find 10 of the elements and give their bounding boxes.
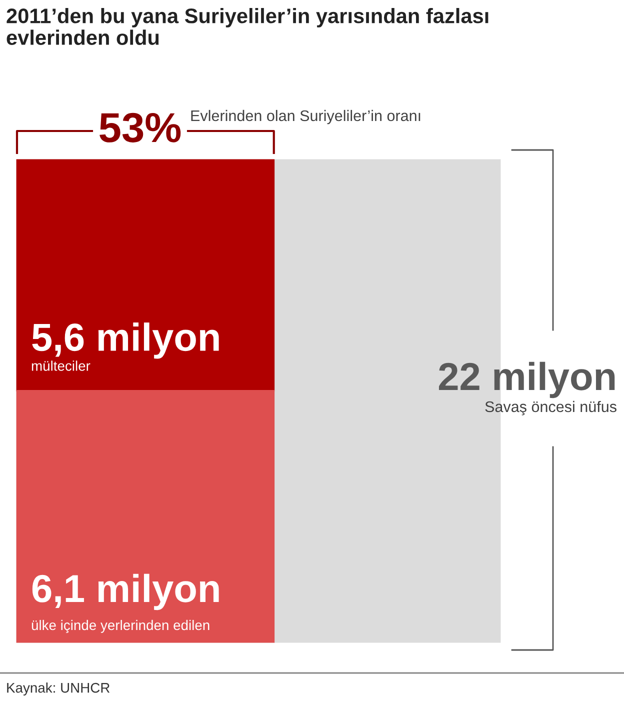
data-label: 22 milyon [438, 362, 615, 398]
data-label: 5,6 milyon [32, 322, 219, 359]
text: Kaynak: UNHCR [7, 682, 110, 696]
category-label: ülke içinde yerlerinden edilen [32, 620, 210, 633]
data-label: 6,1 milyon [32, 574, 219, 610]
text: 2011’den bu yana Suriyeliler’in yarısından fazlası evlerinden oldu [6, 8, 488, 45]
text: 53% [100, 112, 181, 142]
category-label: mülteciler [32, 360, 90, 371]
category-label: Savaş öncesi nüfus [485, 400, 616, 416]
text: Evlerinden olan Suriyeliler’in oranı [191, 110, 420, 124]
